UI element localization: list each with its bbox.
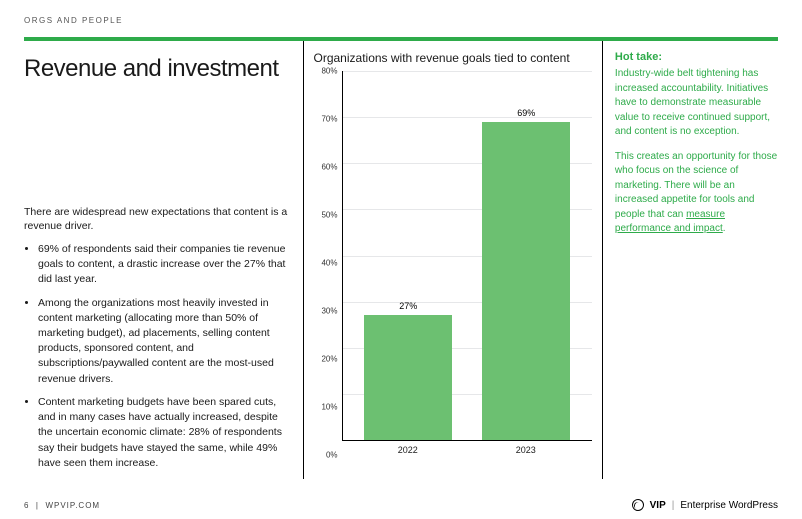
left-column: Revenue and investment There are widespr… [24, 41, 303, 479]
report-page: ORGS AND PEOPLE Revenue and investment T… [0, 0, 802, 519]
wordpress-icon [632, 499, 644, 511]
y-tick-label: 60% [321, 163, 337, 172]
page-title: Revenue and investment [24, 55, 289, 83]
brand-name: Enterprise WordPress [680, 500, 778, 511]
x-tick-label: 2022 [364, 445, 452, 455]
bullet-item: Among the organizations most heavily inv… [38, 296, 289, 387]
body-text-block: There are widespread new expectations th… [24, 87, 289, 479]
y-tick-label: 80% [321, 67, 337, 76]
chart-column: Organizations with revenue goals tied to… [303, 41, 603, 479]
y-tick-label: 30% [321, 307, 337, 316]
hot-take-heading: Hot take: [615, 51, 778, 63]
intro-paragraph: There are widespread new expectations th… [24, 205, 289, 234]
y-tick-label: 20% [321, 355, 337, 364]
bullet-item: Content marketing budgets have been spar… [38, 395, 289, 471]
bar-2023 [482, 122, 570, 440]
bullet-item: 69% of respondents said their companies … [38, 242, 289, 288]
brand-separator: | [672, 500, 675, 511]
y-tick-label: 0% [326, 451, 338, 460]
page-number: 6 [24, 501, 29, 510]
bar-group-2023: 69% [482, 71, 570, 440]
footer-sep: | [33, 501, 46, 510]
y-tick-label: 10% [321, 403, 337, 412]
hot-take-column: Hot take: Industry-wide belt tightening … [603, 41, 778, 479]
bullet-list: 69% of respondents said their companies … [24, 242, 289, 479]
hot-take-paragraph: Industry-wide belt tightening has increa… [615, 67, 778, 140]
hot-take-text: . [723, 223, 726, 234]
x-tick-label: 2023 [482, 445, 570, 455]
bar-2022 [364, 315, 452, 440]
chart-title: Organizations with revenue goals tied to… [314, 51, 592, 65]
hot-take-paragraph: This creates an opportunity for those wh… [615, 150, 778, 237]
content-columns: Revenue and investment There are widespr… [24, 37, 778, 479]
y-tick-label: 70% [321, 115, 337, 124]
y-tick-label: 50% [321, 211, 337, 220]
footer-left: 6 | WPVIP.COM [24, 501, 100, 510]
brand-vip: VIP [650, 500, 666, 511]
footer-brand: VIP | Enterprise WordPress [632, 499, 778, 511]
bar-group-2022: 27% [364, 71, 452, 440]
chart-area: 80% 70% 60% 50% 40% 30% 20% 10% 0% [314, 71, 592, 455]
bar-value-label: 69% [517, 108, 535, 118]
y-axis: 80% 70% 60% 50% 40% 30% 20% 10% 0% [314, 71, 342, 455]
footer-site: WPVIP.COM [45, 501, 100, 510]
plot-area: 27% 69% [342, 71, 592, 441]
section-eyebrow: ORGS AND PEOPLE [24, 16, 778, 25]
bar-value-label: 27% [399, 301, 417, 311]
x-axis: 2022 2023 [342, 445, 592, 455]
y-tick-label: 40% [321, 259, 337, 268]
bars-container: 27% 69% [343, 71, 592, 440]
page-footer: 6 | WPVIP.COM VIP | Enterprise WordPress [24, 499, 778, 511]
